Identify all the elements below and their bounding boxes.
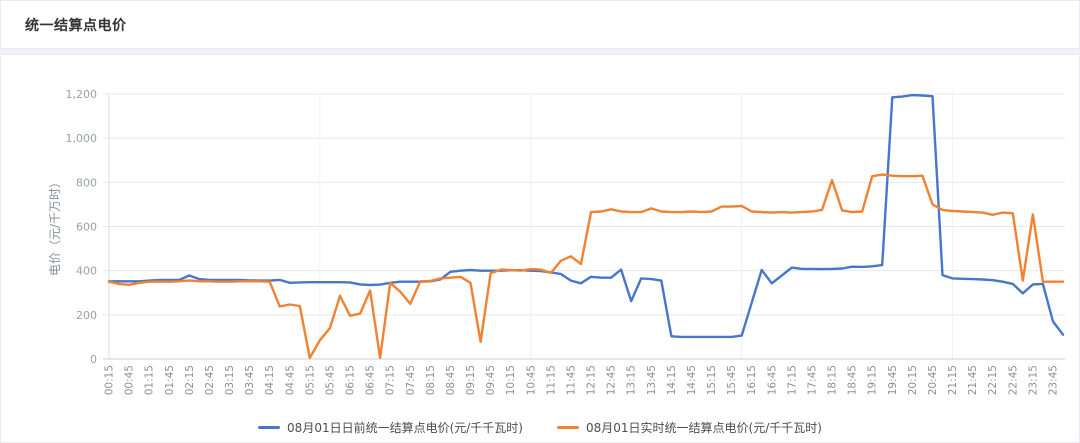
x-tick-label: 10:45 <box>525 365 537 395</box>
x-tick-label: 22:45 <box>1007 365 1019 395</box>
chart-card: 0 200 400 600 800 1,000 1,200 电价（元/千万时） 00:15 00:… <box>0 54 1080 443</box>
x-tick-label: 04:15 <box>264 365 276 395</box>
legend-item-dayahead[interactable]: 08月01日日前统一结算点电价(元/千千瓦时) <box>258 419 523 436</box>
x-tick-label: 00:45 <box>124 365 136 395</box>
x-tick-label: 20:45 <box>927 365 939 395</box>
x-tick-label: 08:15 <box>425 365 437 395</box>
y-tick-label: 1,200 <box>66 88 98 101</box>
x-tick-label: 18:15 <box>827 365 839 395</box>
x-tick-label: 20:15 <box>907 365 919 395</box>
legend-item-realtime[interactable]: 08月01日实时统一结算点电价(元/千千瓦时) <box>557 419 822 436</box>
x-tick-label: 15:45 <box>726 365 738 395</box>
x-tick-label: 19:15 <box>867 365 879 395</box>
x-tick-label: 22:15 <box>987 365 999 395</box>
series-line-realtime[interactable] <box>107 173 1065 360</box>
x-tick-label: 03:45 <box>244 365 256 395</box>
legend-label-realtime: 08月01日实时统一结算点电价(元/千千瓦时) <box>586 421 822 435</box>
x-tick-label: 01:15 <box>144 365 156 395</box>
y-tick-label: 1,000 <box>66 132 98 145</box>
page-title: 统一结算点电价 <box>25 17 127 34</box>
x-tick-label: 05:15 <box>304 365 316 395</box>
x-tick-label: 10:15 <box>505 365 517 395</box>
x-tick-label: 14:45 <box>686 365 698 395</box>
x-tick-label: 23:15 <box>1027 365 1039 395</box>
dayahead-line-swatch <box>258 426 281 429</box>
x-tick-label: 17:45 <box>806 365 818 395</box>
x-tick-label: 12:45 <box>606 365 618 395</box>
x-tick-label: 18:45 <box>847 365 859 395</box>
y-tick-label: 800 <box>76 176 97 189</box>
legend-label-dayahead: 08月01日日前统一结算点电价(元/千千瓦时) <box>287 421 523 435</box>
chart-legend: 08月01日日前统一结算点电价(元/千千瓦时) 08月01日实时统一结算点电价(… <box>1 419 1079 436</box>
x-tick-label: 13:45 <box>646 365 658 395</box>
price-line-chart[interactable]: 0 200 400 600 800 1,000 1,200 电价（元/千万时） 00:15 00:… <box>1 55 1080 417</box>
x-tick-label: 14:15 <box>666 365 678 395</box>
x-tick-label: 06:45 <box>365 365 377 395</box>
y-tick-label: 200 <box>76 309 97 322</box>
x-tick-label: 21:45 <box>967 365 979 395</box>
y-tick-label: 400 <box>76 265 97 278</box>
realtime-line-swatch <box>557 426 579 429</box>
x-tick-label: 09:45 <box>485 365 497 395</box>
y-tick-label: 0 <box>90 353 97 366</box>
x-tick-label: 11:45 <box>565 365 577 395</box>
header-card: 统一结算点电价 <box>0 0 1080 49</box>
x-tick-label: 00:15 <box>104 365 116 395</box>
x-tick-label: 16:45 <box>766 365 778 395</box>
x-tick-label: 23:45 <box>1047 365 1059 395</box>
y-tick-label: 600 <box>76 221 97 234</box>
x-tick-label: 13:15 <box>626 365 638 395</box>
x-tick-label: 07:15 <box>385 365 397 395</box>
series-line-dayahead[interactable] <box>107 93 1065 339</box>
y-axis-title: 电价（元/千万时） <box>48 176 62 276</box>
x-tick-label: 02:45 <box>204 365 216 395</box>
x-tick-label: 09:15 <box>465 365 477 395</box>
x-tick-label: 05:45 <box>324 365 336 395</box>
x-tick-label: 15:15 <box>706 365 718 395</box>
x-tick-label: 02:15 <box>184 365 196 395</box>
x-tick-label: 11:15 <box>545 365 557 395</box>
x-tick-label: 12:15 <box>586 365 598 395</box>
x-tick-label: 17:15 <box>786 365 798 395</box>
x-tick-label: 16:15 <box>746 365 758 395</box>
x-tick-label: 06:15 <box>345 365 357 395</box>
x-tick-label: 07:45 <box>405 365 417 395</box>
x-tick-label: 03:15 <box>224 365 236 395</box>
x-tick-label: 08:45 <box>445 365 457 395</box>
x-tick-label: 01:45 <box>164 365 176 395</box>
x-tick-label: 21:15 <box>947 365 959 395</box>
x-tick-label: 04:45 <box>284 365 296 395</box>
x-tick-label: 19:45 <box>887 365 899 395</box>
